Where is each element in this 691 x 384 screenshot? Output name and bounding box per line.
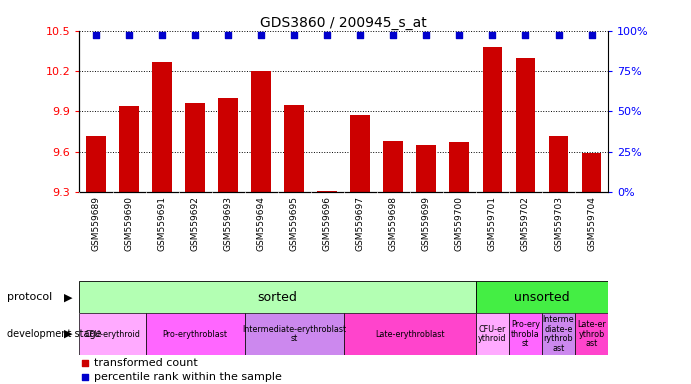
- Text: Intermediate-erythroblast
st: Intermediate-erythroblast st: [242, 325, 346, 343]
- Text: GSM559704: GSM559704: [587, 197, 596, 251]
- Bar: [119, 106, 139, 192]
- Text: Pro-erythroblast: Pro-erythroblast: [162, 329, 227, 339]
- Point: [91, 31, 102, 38]
- Point: [256, 31, 267, 38]
- Bar: [146, 313, 245, 355]
- Text: GSM559694: GSM559694: [256, 197, 265, 251]
- Text: percentile rank within the sample: percentile rank within the sample: [94, 372, 282, 382]
- Bar: [218, 98, 238, 192]
- Bar: [417, 145, 436, 192]
- Text: Late-erythroblast: Late-erythroblast: [375, 329, 444, 339]
- Text: sorted: sorted: [258, 291, 298, 304]
- Bar: [549, 136, 569, 192]
- Bar: [542, 313, 575, 355]
- Bar: [344, 313, 476, 355]
- Text: GSM559693: GSM559693: [224, 197, 233, 252]
- Point: [487, 31, 498, 38]
- Text: unsorted: unsorted: [514, 291, 570, 304]
- Bar: [515, 58, 536, 192]
- Point: [586, 31, 597, 38]
- Bar: [245, 313, 343, 355]
- Bar: [185, 103, 205, 192]
- Text: CFU-erythroid: CFU-erythroid: [84, 329, 140, 339]
- Text: GSM559690: GSM559690: [124, 197, 133, 252]
- Text: GSM559692: GSM559692: [191, 197, 200, 251]
- Text: GSM559699: GSM559699: [422, 197, 431, 252]
- Title: GDS3860 / 200945_s_at: GDS3860 / 200945_s_at: [261, 16, 427, 30]
- Bar: [79, 281, 476, 313]
- Text: GSM559702: GSM559702: [521, 197, 530, 251]
- Point: [157, 31, 168, 38]
- Text: GSM559697: GSM559697: [356, 197, 365, 252]
- Point: [421, 31, 432, 38]
- Text: GSM559689: GSM559689: [91, 197, 100, 252]
- Point: [520, 31, 531, 38]
- Bar: [79, 313, 146, 355]
- Point: [354, 31, 366, 38]
- Bar: [350, 116, 370, 192]
- Point: [79, 360, 91, 366]
- Bar: [284, 105, 304, 192]
- Text: ▶: ▶: [64, 292, 72, 302]
- Text: CFU-er
ythroid: CFU-er ythroid: [478, 325, 507, 343]
- Text: ▶: ▶: [64, 329, 72, 339]
- Point: [289, 31, 300, 38]
- Point: [223, 31, 234, 38]
- Text: GSM559701: GSM559701: [488, 197, 497, 252]
- Text: GSM559695: GSM559695: [290, 197, 299, 252]
- Bar: [582, 153, 601, 192]
- Text: protocol: protocol: [7, 292, 52, 302]
- Point: [454, 31, 465, 38]
- Bar: [86, 136, 106, 192]
- Text: GSM559703: GSM559703: [554, 197, 563, 252]
- Text: development stage: development stage: [7, 329, 102, 339]
- Point: [388, 31, 399, 38]
- Bar: [575, 313, 608, 355]
- Bar: [509, 313, 542, 355]
- Text: Interme
diate-e
rythrob
ast: Interme diate-e rythrob ast: [542, 315, 574, 353]
- Bar: [152, 62, 172, 192]
- Bar: [476, 313, 509, 355]
- Point: [322, 31, 333, 38]
- Bar: [449, 142, 469, 192]
- Text: GSM559691: GSM559691: [158, 197, 167, 252]
- Text: Late-er
ythrob
ast: Late-er ythrob ast: [577, 320, 606, 348]
- Text: transformed count: transformed count: [94, 358, 198, 368]
- Bar: [476, 281, 608, 313]
- Point: [189, 31, 200, 38]
- Bar: [317, 191, 337, 192]
- Text: GSM559696: GSM559696: [323, 197, 332, 252]
- Point: [553, 31, 564, 38]
- Text: GSM559698: GSM559698: [389, 197, 398, 252]
- Point: [124, 31, 135, 38]
- Point: [79, 374, 91, 380]
- Bar: [252, 71, 271, 192]
- Bar: [384, 141, 404, 192]
- Text: Pro-ery
throbla
st: Pro-ery throbla st: [511, 320, 540, 348]
- Text: GSM559700: GSM559700: [455, 197, 464, 252]
- Bar: [482, 47, 502, 192]
